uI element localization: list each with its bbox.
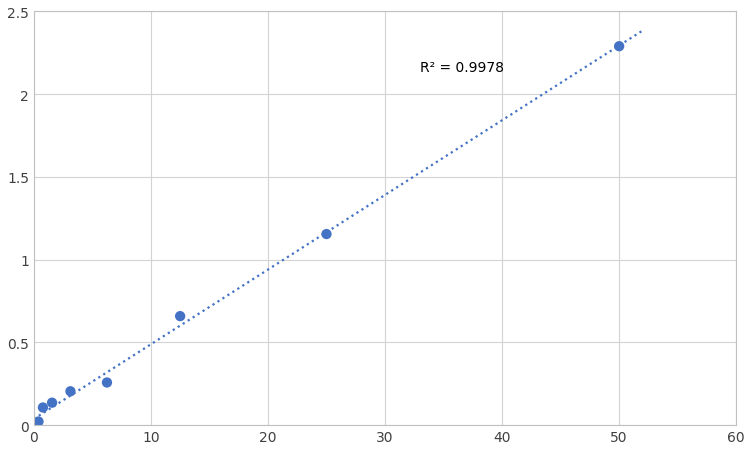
Point (32, 418, 44, 425)
Point (46, 399, 58, 406)
Point (320, 231, 332, 238)
Point (174, 313, 186, 320)
Point (613, 43, 625, 51)
Text: R² = 0.9978: R² = 0.9978 (420, 61, 504, 75)
Point (37, 404, 49, 411)
Point (65, 388, 77, 395)
Point (101, 379, 113, 386)
Point (28, 421, 40, 428)
